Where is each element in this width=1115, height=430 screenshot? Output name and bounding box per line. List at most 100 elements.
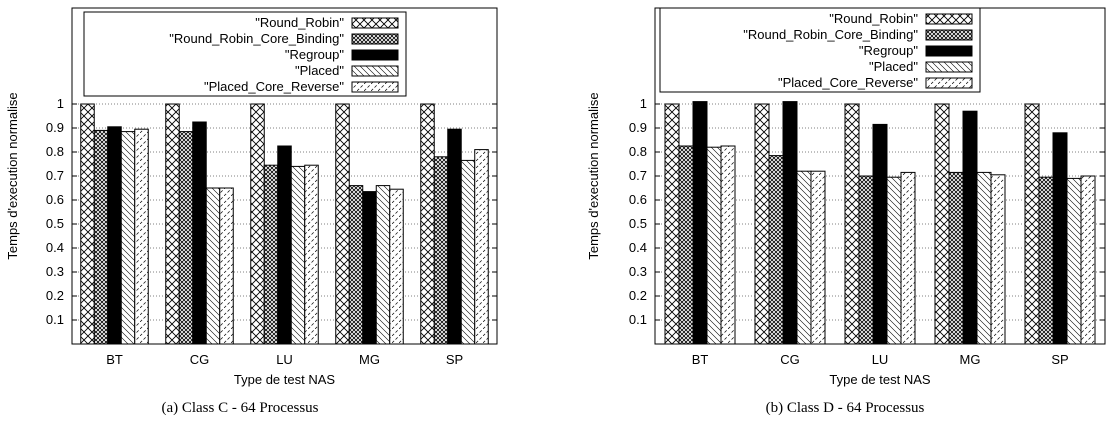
- legend-swatch: [925, 13, 973, 25]
- legend-label: "Placed": [295, 63, 344, 78]
- y-tick-label: 0.3: [46, 264, 64, 279]
- bar: [796, 170, 812, 345]
- y-tick-label: 0.2: [629, 288, 647, 303]
- x-tick-label: BT: [106, 352, 123, 367]
- bar: [1066, 177, 1082, 345]
- legend-swatch: [351, 17, 399, 29]
- x-tick-label: CG: [190, 352, 210, 367]
- chart-b: 0.1 0.2 0.3 0.4 0.5 0.6 0.7 0.8 0.9 1 BT CG LU MG SP Ty…: [586, 7, 1106, 387]
- bar: [990, 174, 1006, 345]
- x-tick-label: LU: [872, 352, 889, 367]
- legend-swatch: [351, 33, 399, 45]
- y-tick-label: 0.3: [629, 264, 647, 279]
- bar: [962, 110, 978, 345]
- x-axis-label: Type de test NAS: [234, 372, 335, 387]
- legend-swatch: [351, 81, 399, 93]
- legend-label: "Round_Robin": [255, 15, 344, 30]
- caption-b: (b) Class D - 64 Processus: [765, 400, 925, 416]
- bar: [474, 149, 489, 345]
- y-tick-label: 0.6: [46, 192, 64, 207]
- x-tick-label: SP: [446, 352, 463, 367]
- bar: [134, 128, 149, 345]
- y-axis-label: Temps d'execution normalise: [586, 92, 601, 259]
- bar: [934, 103, 950, 345]
- bar: [420, 103, 435, 345]
- bar: [782, 101, 798, 345]
- y-tick-label: 0.7: [46, 168, 64, 183]
- bar: [948, 171, 964, 345]
- bar: [433, 156, 449, 345]
- bar: [290, 165, 306, 345]
- bar: [263, 164, 279, 345]
- legend-label: "Regroup": [285, 47, 344, 62]
- x-tick-label: MG: [960, 352, 981, 367]
- bar: [389, 188, 404, 345]
- bar: [250, 103, 265, 345]
- bar: [678, 145, 694, 345]
- bar: [93, 129, 109, 345]
- bar: [348, 185, 364, 345]
- bar: [844, 103, 860, 345]
- caption-a: (a) Class C - 64 Processus: [161, 400, 319, 416]
- legend-label: "Round_Robin_Core_Binding": [743, 27, 918, 42]
- bar: [872, 123, 888, 345]
- bar: [810, 170, 826, 345]
- bar: [720, 145, 736, 345]
- bar: [976, 171, 992, 345]
- bar: [165, 103, 180, 345]
- bar: [900, 171, 916, 345]
- bar: [692, 101, 708, 345]
- bar: [80, 103, 95, 345]
- y-tick-label: 0.5: [46, 216, 64, 231]
- bar: [304, 164, 319, 345]
- bar: [192, 121, 207, 345]
- legend-swatch: [351, 49, 399, 61]
- y-tick-label: 0.4: [629, 240, 647, 255]
- y-tick-label: 0.1: [46, 312, 64, 327]
- y-tick-label: 0.4: [46, 240, 64, 255]
- legend-label: "Placed": [869, 59, 918, 74]
- bar: [335, 103, 350, 345]
- bar: [447, 128, 462, 345]
- x-tick-label: LU: [276, 352, 293, 367]
- bar: [706, 146, 722, 345]
- chart-a: 0.1 0.2 0.3 0.4 0.5 0.6 0.7 0.8 0.9 1 BT CG LU MG SP Ty…: [5, 7, 498, 387]
- y-tick-label: 1: [57, 96, 64, 111]
- bar: [460, 159, 476, 345]
- bar: [664, 103, 680, 345]
- legend-label: "Regroup": [859, 43, 918, 58]
- y-tick-label: 0.8: [46, 144, 64, 159]
- bar: [362, 191, 377, 345]
- legend-label: "Round_Robin": [829, 11, 918, 26]
- bar: [858, 175, 874, 345]
- x-axis-label: Type de test NAS: [829, 372, 930, 387]
- bar: [277, 145, 292, 345]
- bar: [1024, 103, 1040, 345]
- bar: [1052, 132, 1068, 345]
- bar: [1080, 175, 1096, 345]
- legend-swatch: [925, 45, 973, 57]
- legend-swatch: [925, 29, 973, 41]
- legend-swatch: [925, 77, 973, 89]
- y-tick-label: 0.8: [629, 144, 647, 159]
- legend-swatch: [925, 61, 973, 73]
- x-tick-label: BT: [692, 352, 709, 367]
- y-tick-label: 0.1: [629, 312, 647, 327]
- plot-frame: [71, 7, 498, 345]
- y-tick-label: 0.6: [629, 192, 647, 207]
- bar: [768, 155, 784, 345]
- bar: [219, 187, 234, 345]
- y-tick-label: 0.9: [46, 120, 64, 135]
- y-tick-label: 0.5: [629, 216, 647, 231]
- x-tick-label: MG: [359, 352, 380, 367]
- bar: [107, 126, 122, 345]
- x-tick-label: CG: [780, 352, 800, 367]
- bar: [886, 176, 902, 345]
- legend-label: "Placed_Core_Reverse": [778, 75, 918, 90]
- legend-swatch: [351, 65, 399, 77]
- bar: [754, 103, 770, 345]
- bar: [120, 131, 136, 345]
- y-tick-label: 0.2: [46, 288, 64, 303]
- y-tick-label: 1: [640, 96, 647, 111]
